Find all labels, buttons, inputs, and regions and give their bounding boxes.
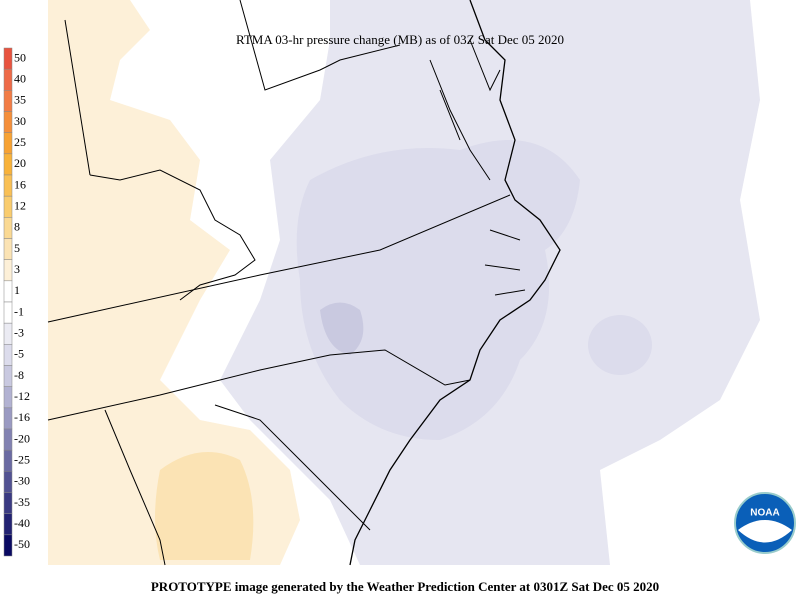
legend-label: -5 <box>14 347 24 361</box>
legend-label: 25 <box>14 135 26 149</box>
legend: 50 40 35 30 25 20 16 12 8 5 3 1 -1 -3 -5 -8 -12 -16 -20 -25… <box>3 47 30 557</box>
map-title: RTMA 03-hr pressure change (MB) as of 03… <box>236 32 564 47</box>
legend-swatch <box>3 132 13 155</box>
legend-swatch <box>3 68 13 91</box>
legend-swatch <box>3 195 13 218</box>
legend-label: -20 <box>14 431 30 445</box>
legend-swatch <box>3 322 13 345</box>
legend-swatch <box>3 238 13 260</box>
legend-swatch <box>3 217 13 239</box>
legend-swatch <box>3 513 13 536</box>
legend-swatch <box>3 153 13 176</box>
coastline <box>349 0 561 566</box>
footer-text: PROTOTYPE image generated by the Weather… <box>151 579 659 594</box>
legend-swatch <box>3 301 13 324</box>
legend-label: 20 <box>14 156 26 170</box>
legend-label: -1 <box>14 304 24 318</box>
legend-label: -30 <box>14 474 30 488</box>
legend-label: 1 <box>14 283 20 297</box>
state-lines <box>47 0 511 566</box>
legend-label: 5 <box>14 241 20 255</box>
legend-swatch <box>3 471 13 493</box>
legend-swatch <box>3 344 13 366</box>
legend-swatch <box>3 534 13 557</box>
logo-gull <box>738 520 792 543</box>
legend-label: 8 <box>14 220 20 234</box>
legend-label: 35 <box>14 93 26 107</box>
legend-label: -25 <box>14 453 30 467</box>
legend-swatch <box>3 111 13 133</box>
legend-swatch <box>3 280 13 303</box>
fall-area-mid <box>296 140 580 440</box>
legend-label: -40 <box>14 516 30 530</box>
legend-label: -35 <box>14 495 30 509</box>
fall-area-core <box>320 302 364 355</box>
noaa-logo: NOAA <box>734 492 796 554</box>
legend-label: 16 <box>14 177 26 191</box>
legend-swatch <box>3 47 13 70</box>
logo-text: NOAA <box>750 508 779 519</box>
legend-label: 40 <box>14 72 26 86</box>
legend-swatch <box>3 407 13 430</box>
legend-swatch <box>3 365 13 387</box>
legend-label: 50 <box>14 50 26 64</box>
legend-swatch <box>3 428 13 451</box>
legend-swatch <box>3 449 13 472</box>
bays <box>429 59 526 296</box>
legend-swatch <box>3 259 13 282</box>
legend-label: -3 <box>14 326 24 340</box>
legend-label: 3 <box>14 262 20 276</box>
legend-swatch <box>3 174 13 197</box>
legend-label: -50 <box>14 537 30 551</box>
legend-swatch <box>3 90 13 112</box>
legend-label: 12 <box>14 199 26 213</box>
fall-area-offshore <box>588 315 652 375</box>
legend-label: -16 <box>14 410 30 424</box>
legend-swatch <box>3 386 13 409</box>
legend-label: -8 <box>14 368 24 382</box>
rise-area-strong <box>155 452 254 560</box>
legend-label: -12 <box>14 389 30 403</box>
legend-swatch <box>3 492 13 514</box>
legend-label: 30 <box>14 114 26 128</box>
